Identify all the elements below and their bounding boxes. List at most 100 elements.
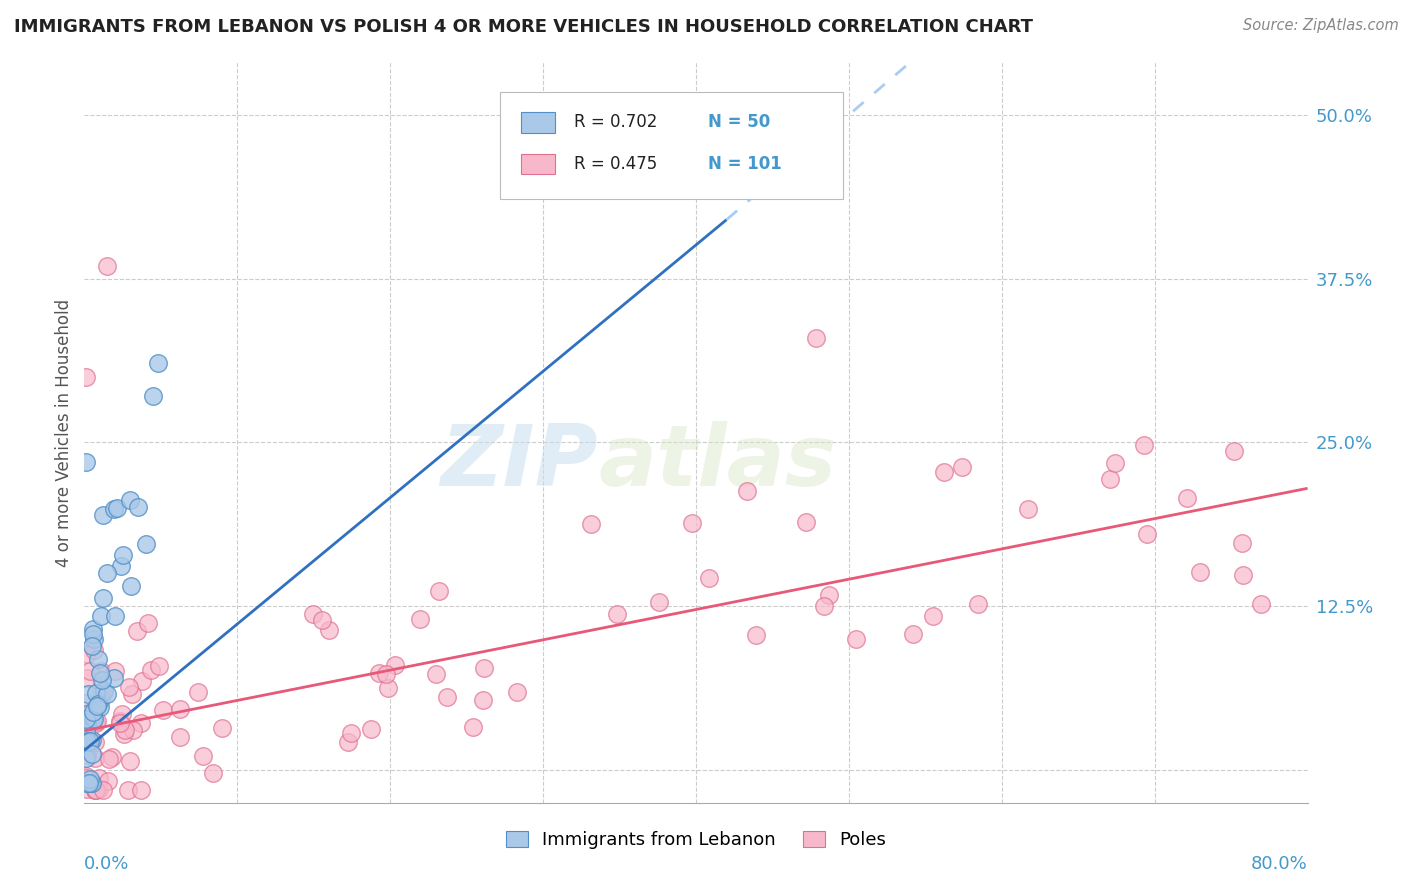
Point [125, 624, 148, 638]
Point [1099, 472, 1122, 486]
Point [90, 691, 112, 706]
Point [82, 622, 104, 636]
Point [75, 776, 97, 790]
Point [110, 558, 132, 573]
Point [845, 632, 868, 646]
Point [90, 608, 112, 623]
Point [91, 673, 114, 687]
Point [169, 730, 191, 744]
Point [360, 723, 382, 737]
Point [169, 702, 191, 716]
Point [76, 734, 98, 748]
Point [77, 776, 100, 790]
Point [131, 716, 153, 731]
Point [472, 693, 495, 707]
Point [96, 566, 118, 581]
Point [75, 696, 97, 710]
Point [152, 703, 174, 717]
Point [82, 747, 104, 761]
Point [966, 597, 988, 611]
Text: Source: ZipAtlas.com: Source: ZipAtlas.com [1243, 18, 1399, 33]
Point [100, 750, 122, 764]
Text: N = 50: N = 50 [709, 113, 770, 131]
Point [121, 687, 143, 701]
Y-axis label: 4 or more Vehicles in Household: 4 or more Vehicles in Household [55, 299, 73, 566]
Point [1104, 456, 1126, 470]
FancyBboxPatch shape [522, 153, 555, 174]
Point [84, 686, 107, 700]
Point [79, 734, 101, 748]
Point [745, 628, 768, 642]
Text: 80.0%: 80.0% [1251, 855, 1308, 873]
Point [817, 588, 839, 602]
Point [813, 599, 835, 614]
Text: ZIP: ZIP [440, 421, 598, 504]
Point [368, 666, 391, 681]
Point [77, 712, 100, 726]
Point [76, 647, 98, 661]
Point [76, 671, 98, 685]
Point [89, 699, 111, 714]
Point [1017, 502, 1039, 516]
Point [98, 751, 121, 765]
Point [1136, 526, 1159, 541]
Point [472, 661, 495, 675]
Point [131, 673, 153, 688]
Point [87, 697, 110, 711]
Point [922, 609, 945, 624]
Point [187, 685, 209, 699]
Point [1189, 565, 1212, 579]
Point [375, 666, 398, 681]
Point [1133, 438, 1156, 452]
Point [80, 639, 103, 653]
Point [76, 782, 98, 797]
Point [80, 732, 103, 747]
Point [114, 723, 136, 737]
Point [427, 584, 450, 599]
Point [76, 735, 98, 749]
Point [1250, 597, 1272, 611]
Point [80, 776, 103, 790]
Point [79, 772, 101, 786]
Point [737, 484, 759, 499]
Point [117, 782, 139, 797]
Text: N = 101: N = 101 [709, 155, 782, 173]
Point [461, 720, 484, 734]
Point [120, 493, 142, 508]
Point [409, 612, 432, 626]
Point [77, 687, 100, 701]
Point [83, 632, 105, 646]
Point [302, 607, 325, 622]
Point [139, 663, 162, 677]
Point [384, 658, 406, 673]
Point [82, 705, 104, 719]
Point [103, 501, 125, 516]
Point [110, 714, 132, 728]
Point [83, 712, 105, 726]
Point [202, 765, 225, 780]
FancyBboxPatch shape [522, 112, 555, 133]
Point [311, 613, 333, 627]
Point [1175, 491, 1198, 505]
Point [87, 782, 110, 797]
Point [75, 751, 97, 765]
Point [75, 370, 97, 384]
Point [903, 627, 925, 641]
FancyBboxPatch shape [501, 92, 842, 200]
Point [120, 578, 142, 592]
Point [606, 607, 628, 622]
Point [436, 690, 458, 705]
Point [87, 652, 110, 666]
Point [89, 666, 111, 681]
Point [118, 680, 141, 694]
Point [75, 712, 97, 726]
Point [84, 782, 107, 797]
Point [794, 515, 817, 529]
Point [75, 772, 97, 786]
Point [89, 772, 111, 786]
Point [83, 751, 105, 765]
Point [697, 571, 720, 585]
Legend: Immigrants from Lebanon, Poles: Immigrants from Lebanon, Poles [499, 824, 893, 856]
Point [337, 734, 360, 748]
Point [77, 706, 100, 721]
